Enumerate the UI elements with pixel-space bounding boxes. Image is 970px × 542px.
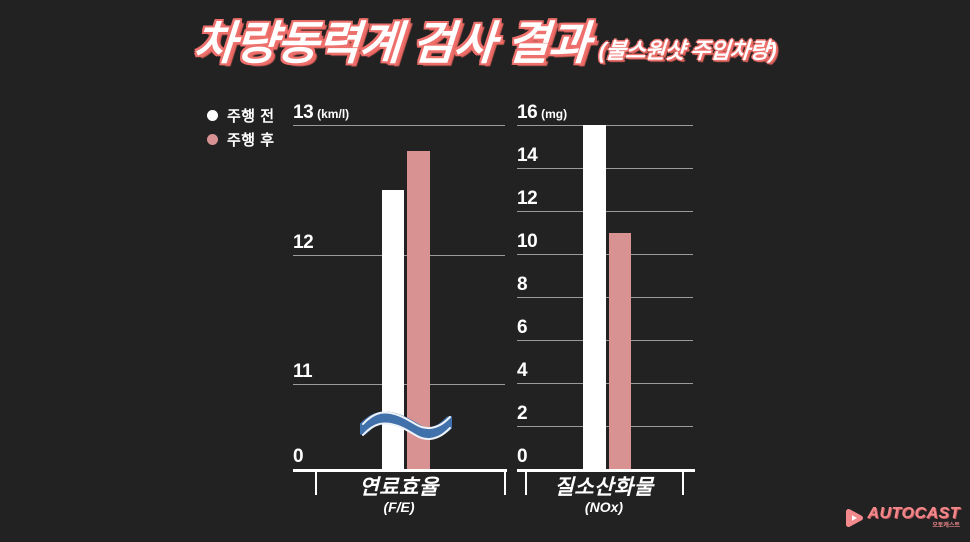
- category-title: 질소산화물: [554, 476, 654, 499]
- category-subtitle: (F/E): [383, 499, 415, 516]
- legend-dot-after-icon: [207, 133, 218, 145]
- x-axis-tick: [525, 471, 527, 495]
- category-title: 연료효율: [359, 476, 439, 499]
- gridline: [293, 125, 505, 126]
- logo-brand-text: AUTOCAST: [867, 505, 960, 522]
- y-axis-label: 6: [517, 317, 528, 338]
- y-axis-label: 10: [517, 231, 538, 252]
- category-subtitle: (NOx): [584, 499, 624, 516]
- logo-text: AUTOCAST 오토캐스트: [867, 505, 960, 530]
- bar-before: [583, 125, 606, 469]
- category-label: 연료효율 (F/E): [359, 476, 439, 516]
- y-axis-unit: (km/l): [317, 107, 350, 121]
- legend-item-before: 주행 전: [207, 103, 275, 127]
- x-axis-tick: [682, 471, 684, 495]
- y-axis-label: 12: [517, 188, 538, 209]
- y-axis-label: 4: [517, 360, 528, 381]
- bar-before: [382, 190, 404, 469]
- x-axis-tick: [315, 471, 317, 495]
- x-axis-baseline: [517, 469, 695, 472]
- x-axis-tick: [504, 471, 506, 495]
- y-axis-label: 0: [517, 446, 528, 467]
- axis-break-wave-icon: [360, 411, 452, 441]
- y-axis-label: 16 (mg): [517, 102, 568, 123]
- y-axis-label: 14: [517, 145, 538, 166]
- play-icon: [846, 508, 864, 527]
- legend-label-after: 주행 후: [227, 131, 275, 149]
- category-label: 질소산화물 (NOx): [554, 476, 654, 516]
- logo-tagline-text: 오토캐스트: [932, 523, 960, 529]
- page-title: 차량동력계 검사 결과: [191, 17, 591, 69]
- y-axis-label: 11: [293, 361, 313, 382]
- legend-item-after: 주행 후: [207, 127, 275, 151]
- legend-label-before: 주행 전: [227, 107, 275, 125]
- page-subtitle: (불스원샷 주입차량): [598, 37, 778, 63]
- y-axis-label: 8: [517, 274, 528, 295]
- title-row: 차량동력계 검사 결과 (불스원샷 주입차량): [0, 17, 970, 69]
- y-axis-label: 2: [517, 403, 528, 424]
- autocast-logo: AUTOCAST 오토캐스트: [844, 506, 960, 529]
- x-axis-baseline: [293, 469, 507, 472]
- legend: 주행 전 주행 후: [207, 103, 275, 151]
- y-axis-label: 12: [293, 232, 314, 253]
- y-axis-label: 13 (km/l): [293, 102, 350, 123]
- y-axis-label: 0: [293, 446, 304, 467]
- legend-dot-before-icon: [207, 109, 218, 121]
- bar-after: [407, 151, 430, 469]
- bar-after: [609, 233, 631, 469]
- y-axis-unit: (mg): [541, 107, 568, 121]
